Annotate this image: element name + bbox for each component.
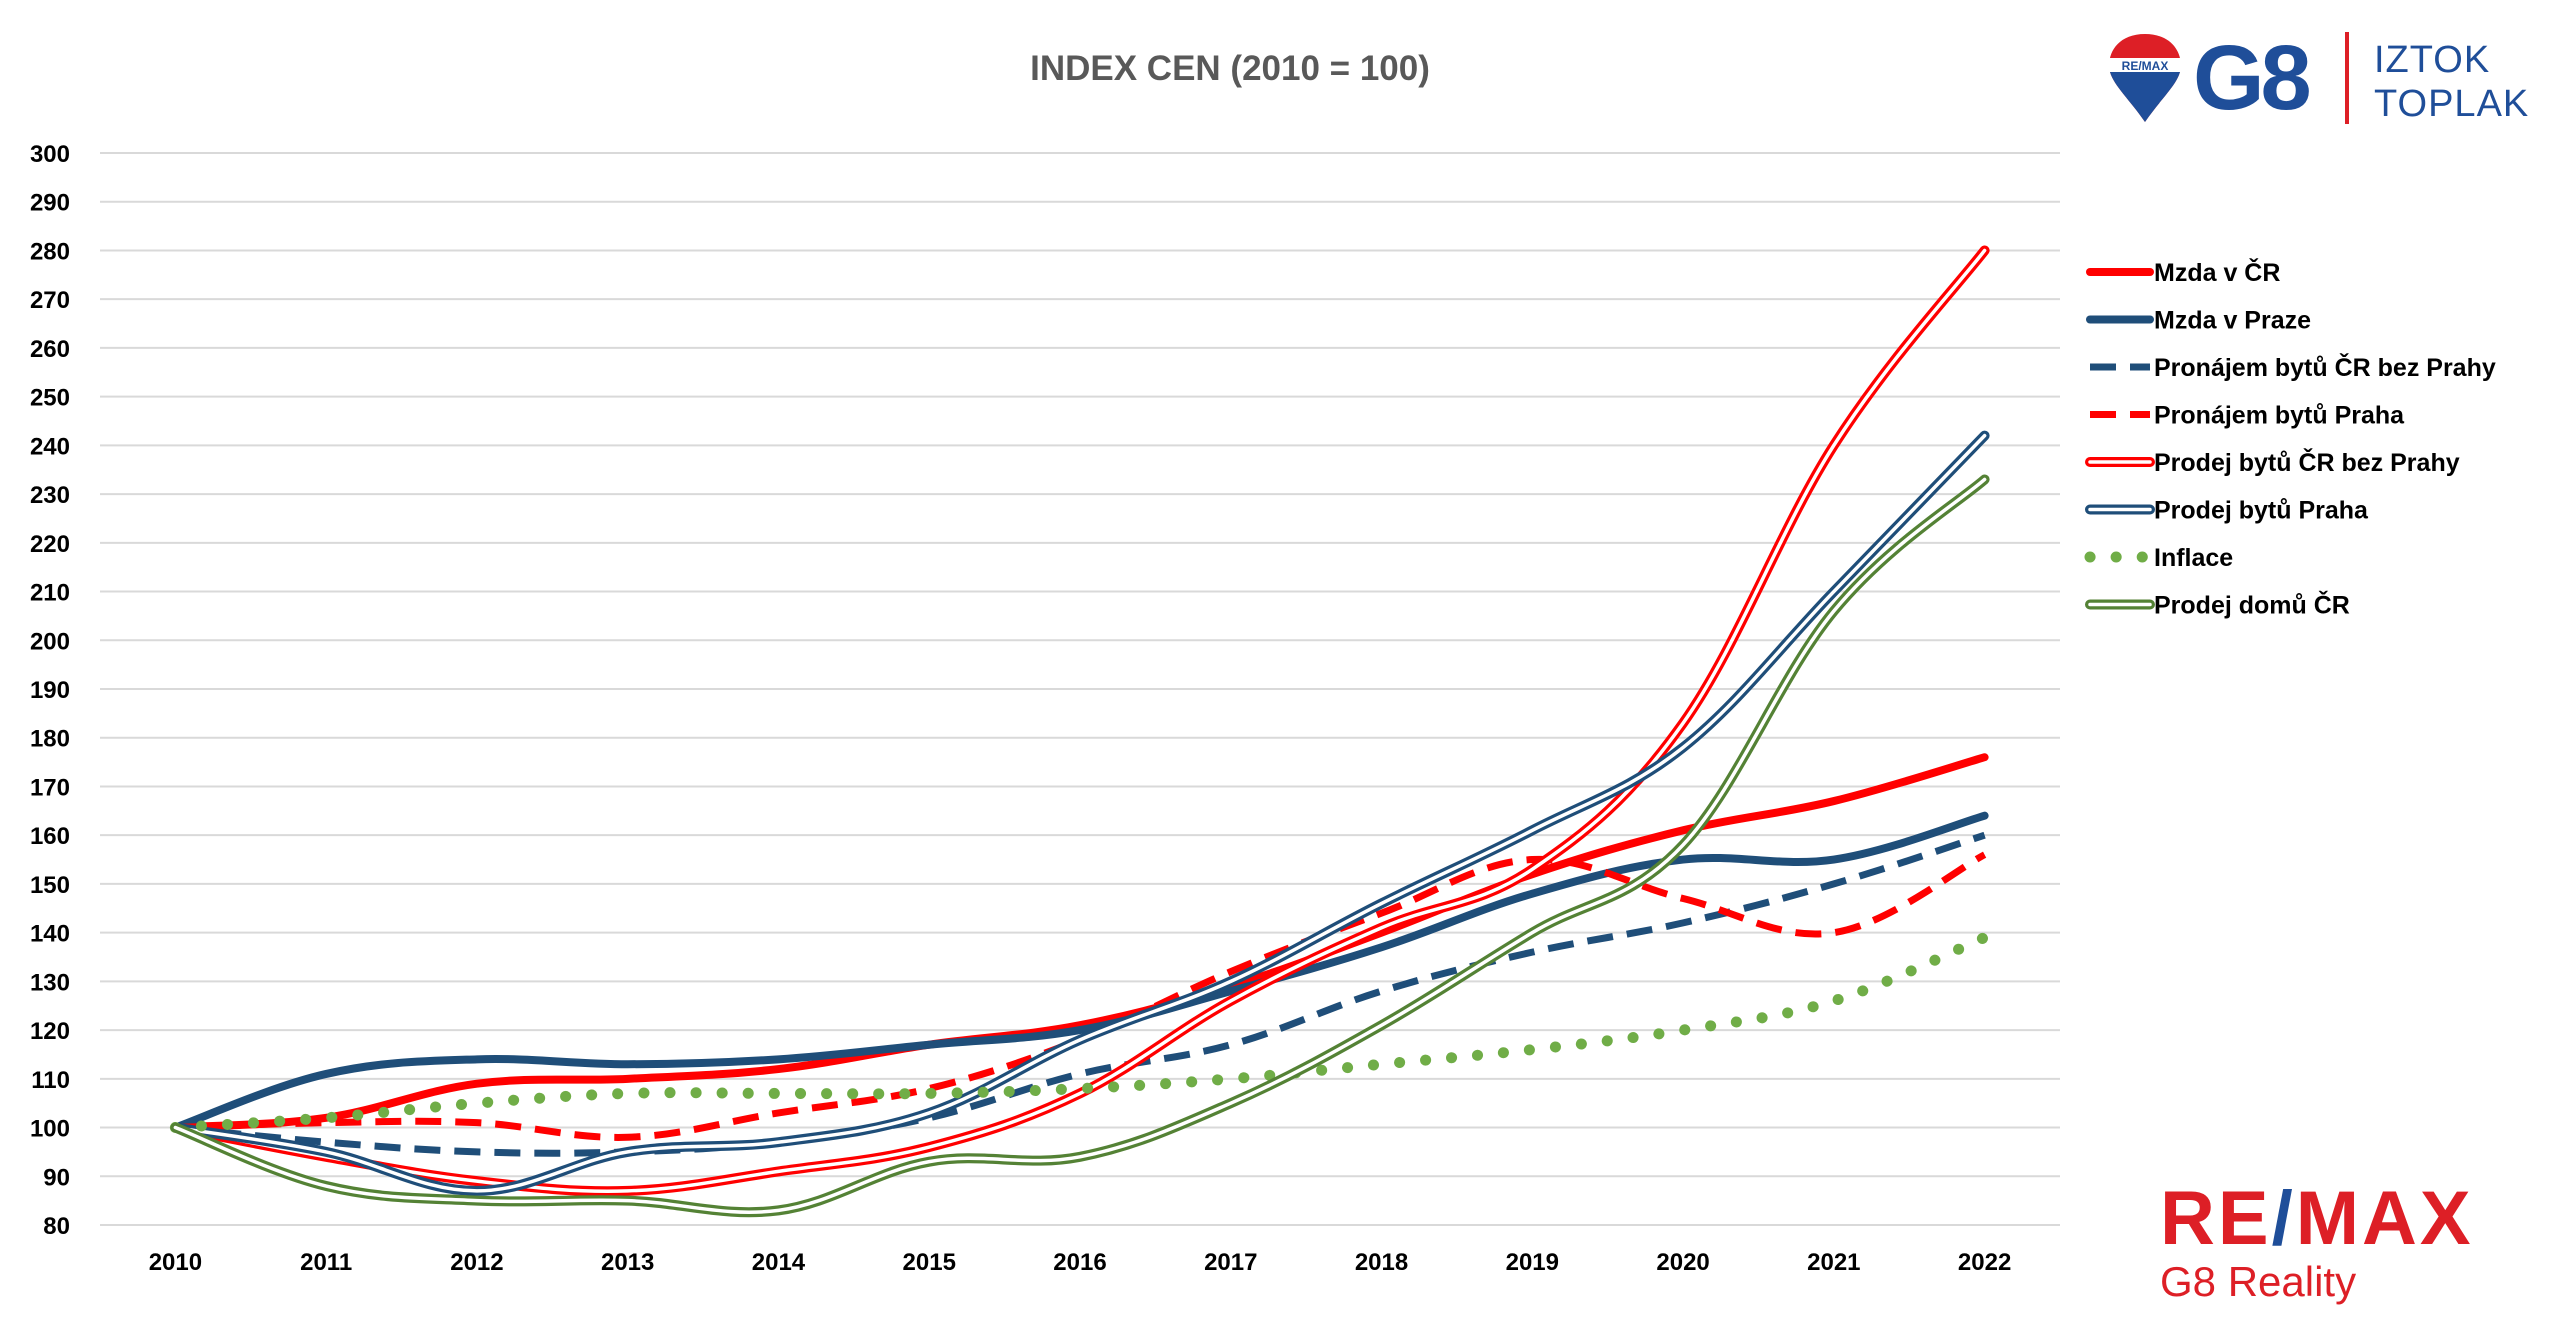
y-tick-label: 190 — [30, 677, 70, 704]
y-tick-label: 210 — [30, 580, 70, 607]
g8-mark: G8 — [2193, 27, 2312, 129]
y-tick-label: 110 — [31, 1067, 70, 1094]
x-tick-label: 2015 — [903, 1249, 956, 1276]
legend-entry: Pronájem bytů Praha — [2154, 402, 2405, 430]
remax-g8-logo: RE/MAX G8 IZTOK TOPLAK — [2100, 28, 2540, 138]
agent-name-line1: IZTOK — [2374, 39, 2491, 81]
series-line-6 — [169, 932, 1991, 1134]
x-tick-label: 2017 — [1204, 1249, 1257, 1276]
g8-reality-text: G8 Reality — [2160, 1258, 2357, 1305]
x-tick-label: 2012 — [450, 1249, 503, 1276]
remax-re: RE — [2160, 1176, 2272, 1261]
agent-name: IZTOK TOPLAK — [2374, 38, 2529, 126]
y-tick-label: 180 — [30, 726, 70, 753]
x-tick-label: 2013 — [601, 1249, 654, 1276]
balloon-text: RE/MAX — [2122, 59, 2169, 73]
y-tick-label: 140 — [30, 921, 70, 948]
x-tick-label: 2016 — [1053, 1249, 1106, 1276]
x-tick-label: 2018 — [1355, 1249, 1408, 1276]
y-tick-label: 270 — [30, 287, 70, 314]
x-tick-label: 2010 — [149, 1249, 202, 1276]
y-tick-label: 170 — [30, 774, 70, 801]
remax-max: MAX — [2295, 1176, 2474, 1261]
y-tick-label: 240 — [30, 433, 70, 460]
grid-lines — [100, 152, 2060, 1226]
series-line-5 — [170, 430, 1990, 1196]
legend-entry: Mzda v ČR — [2154, 257, 2280, 287]
logo-divider — [2345, 32, 2349, 124]
series-line-3 — [175, 851, 1987, 1141]
series-line-7 — [170, 474, 1990, 1218]
y-tick-label: 230 — [30, 482, 70, 509]
x-tick-label: 2011 — [300, 1249, 352, 1276]
legend-entry: Prodej domů ČR — [2154, 590, 2350, 620]
y-tick-label: 80 — [43, 1213, 70, 1240]
y-tick-label: 250 — [30, 385, 70, 412]
y-tick-label: 280 — [30, 238, 70, 265]
series-line-0 — [171, 753, 1989, 1132]
remax-slash: / — [2271, 1176, 2296, 1261]
y-tick-label: 90 — [43, 1164, 70, 1191]
x-tick-label: 2019 — [1506, 1249, 1559, 1276]
y-axis-ticks: 80 90 100 110 120 130 140 150 160 170 180 190 200 210… — [30, 141, 70, 1240]
y-tick-label: 290 — [30, 190, 70, 217]
series-line-2 — [175, 831, 1986, 1157]
x-tick-label: 2021 — [1807, 1249, 1860, 1276]
legend-entry: Mzda v Praze — [2154, 307, 2311, 335]
y-tick-label: 260 — [30, 336, 70, 363]
y-tick-label: 200 — [30, 628, 70, 655]
y-tick-label: 150 — [30, 872, 70, 899]
legend-entry: Pronájem bytů ČR bez Prahy — [2154, 352, 2496, 382]
agent-name-line2: TOPLAK — [2374, 83, 2530, 125]
y-tick-label: 220 — [30, 531, 70, 558]
legend: Mzda v ČR Mzda v Praze Pronájem bytů ČR be… — [2084, 257, 2496, 620]
y-tick-label: 100 — [30, 1116, 70, 1143]
x-tick-label: 2020 — [1656, 1249, 1709, 1276]
y-tick-label: 120 — [30, 1018, 70, 1045]
remax-wordmark: RE/MAX — [2160, 1180, 2474, 1258]
x-tick-label: 2022 — [1958, 1249, 2011, 1276]
legend-entry: Prodej bytů Praha — [2154, 497, 2369, 525]
x-axis-ticks: 2010 2011 2012 2013 2014 2015 2016 2017 2018 2019… — [149, 1249, 2012, 1276]
remax-g8-reality-logo: RE/MAX G8 Reality — [2160, 1180, 2540, 1320]
legend-entry: Inflace — [2154, 544, 2233, 572]
y-tick-label: 300 — [30, 141, 70, 168]
series-line-4 — [170, 245, 1990, 1197]
series-line-1 — [171, 811, 1989, 1132]
y-tick-label: 130 — [30, 969, 70, 996]
x-tick-label: 2014 — [752, 1249, 806, 1276]
y-tick-label: 160 — [30, 823, 70, 850]
legend-entry: Prodej bytů ČR bez Prahy — [2154, 447, 2460, 477]
chart-title: INDEX CEN (2010 = 100) — [1030, 49, 1430, 88]
remax-balloon-icon: RE/MAX — [2108, 34, 2182, 122]
series-lines — [169, 245, 1991, 1218]
